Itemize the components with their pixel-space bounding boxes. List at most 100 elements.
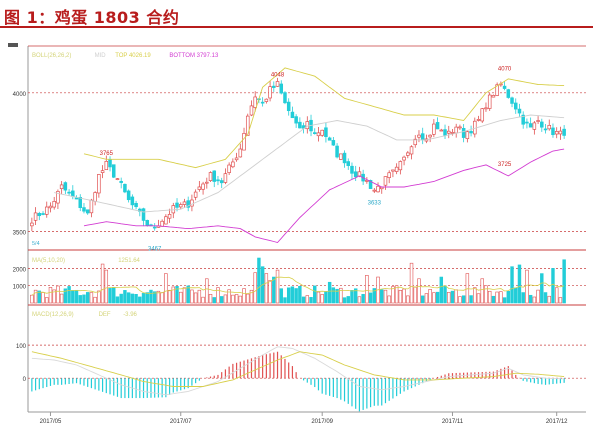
volume-bar	[398, 290, 403, 304]
volume-bar	[413, 286, 417, 304]
volume-bar	[406, 295, 410, 304]
candle-body	[491, 95, 496, 98]
candle-body	[74, 197, 79, 200]
candle-body	[350, 165, 354, 174]
volume-bar	[532, 296, 537, 304]
candle-body	[152, 226, 157, 229]
volume-bar	[551, 268, 555, 304]
candle-body	[532, 122, 537, 130]
candle-body	[327, 137, 332, 141]
candle-body	[85, 209, 90, 214]
volume-bar	[152, 291, 157, 304]
volume-bar	[119, 293, 123, 304]
volume-tick-label: 2000	[13, 267, 27, 273]
candle-body	[420, 133, 425, 141]
volume-bar	[316, 291, 321, 304]
volume-bar	[543, 292, 548, 304]
volume-bar	[480, 278, 484, 304]
macd-legend-entry: DEF	[99, 312, 111, 318]
price-annotation: 4048	[271, 72, 285, 78]
volume-bar	[402, 288, 406, 304]
volume-bar	[499, 291, 503, 304]
volume-bar	[268, 280, 272, 304]
candle-body	[100, 170, 105, 173]
candle-body	[141, 208, 146, 221]
price-legend-entry: TOP 4026.19	[115, 53, 151, 59]
volume-bar	[305, 295, 310, 304]
candle-body	[111, 164, 116, 178]
volume-bar	[193, 292, 198, 304]
candle-body	[558, 130, 563, 135]
volume-bar	[495, 291, 499, 304]
price-annotation: 4070	[498, 66, 512, 72]
x-tick-label: 2017/11	[442, 419, 464, 425]
volume-bar	[134, 293, 138, 304]
volume-bar	[253, 272, 257, 304]
volume-bar	[197, 289, 202, 304]
volume-bar	[439, 276, 444, 304]
volume-bar	[63, 288, 68, 304]
candle-body	[379, 186, 384, 190]
volume-bar	[126, 292, 131, 304]
macd-legend-entry: MACD(12,26,9)	[32, 312, 74, 318]
candle-body	[391, 169, 395, 172]
volume-bar	[357, 296, 362, 304]
volume-bar	[208, 294, 213, 304]
candle-body	[104, 160, 109, 171]
volume-bar	[93, 296, 97, 304]
x-tick-label: 2017/07	[170, 419, 192, 425]
candle-body	[78, 197, 83, 208]
volume-bar	[89, 292, 94, 304]
volume-bar	[186, 285, 190, 304]
volume-bar	[123, 290, 127, 304]
candle-body	[286, 101, 291, 112]
candle-body	[413, 138, 418, 146]
volume-bar	[212, 297, 216, 304]
volume-bar	[409, 262, 414, 304]
candle-body	[193, 191, 198, 198]
volume-bar	[458, 296, 462, 304]
candle-body	[167, 214, 172, 219]
x-tick-label: 2017/05	[40, 419, 62, 425]
volume-bar	[78, 295, 82, 304]
volume-bar	[558, 297, 563, 304]
candle-body	[253, 96, 257, 108]
volume-bar	[342, 297, 347, 304]
volume-bar	[141, 293, 146, 304]
volume-bar	[339, 287, 343, 304]
volume-bar	[298, 285, 302, 304]
volume-bar	[138, 296, 142, 304]
candle-body	[409, 146, 414, 155]
volume-bar	[275, 269, 280, 304]
volume-bar	[59, 293, 64, 304]
candle-body	[30, 222, 34, 227]
candle-body	[33, 212, 38, 221]
candle-body	[115, 178, 120, 180]
candle-body	[89, 199, 94, 214]
candle-body	[145, 220, 150, 226]
candle-body	[540, 121, 544, 128]
volume-bar	[361, 294, 365, 304]
volume-bar	[528, 294, 533, 304]
candle-body	[279, 83, 284, 94]
volume-bar	[432, 292, 436, 304]
volume-bar	[52, 289, 56, 304]
volume-bar	[108, 288, 112, 304]
price-annotation: 3467	[148, 247, 162, 253]
candle-body	[108, 159, 112, 168]
price-legend-entry: BOLL(26,26,2)	[32, 53, 71, 59]
volume-bar	[246, 293, 250, 304]
x-tick-label: 2017/12	[546, 419, 568, 425]
volume-bar	[372, 288, 377, 304]
volume-bar	[417, 278, 421, 304]
volume-bar	[517, 264, 522, 304]
candle-body	[406, 152, 410, 156]
candle-body	[223, 173, 228, 183]
volume-legend-entry: 1251.64	[118, 258, 140, 264]
candle-body	[398, 161, 403, 171]
x-tick-label: 2017/09	[311, 419, 333, 425]
candle-body	[171, 205, 176, 214]
candle-body	[428, 134, 432, 138]
candle-body	[97, 174, 101, 194]
candle-body	[245, 115, 250, 136]
